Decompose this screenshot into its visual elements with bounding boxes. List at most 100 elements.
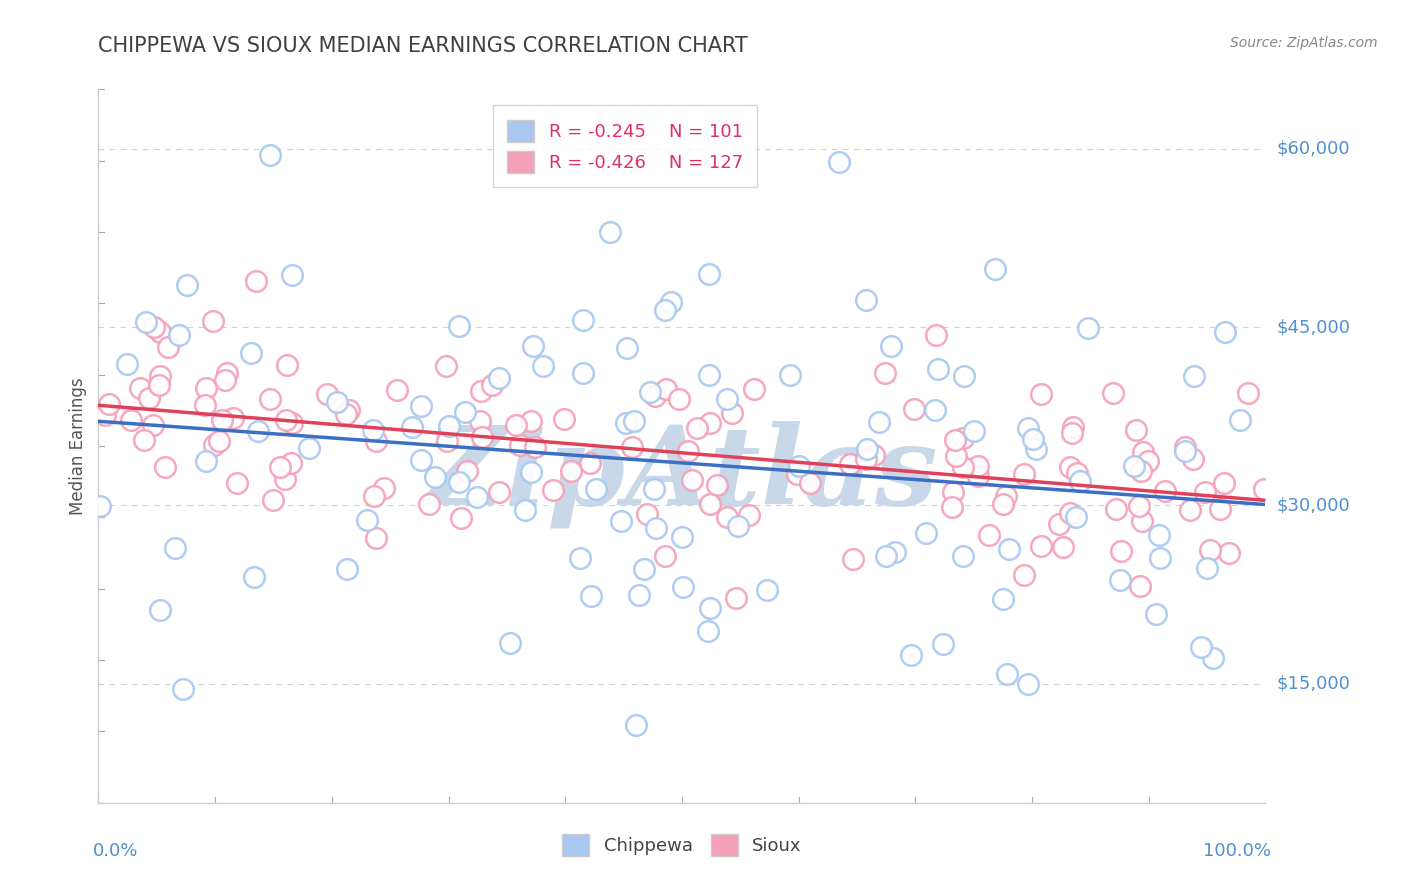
Point (1149, 550, 1171, 565)
Point (997, 541, 1019, 556)
Point (560, 464, 582, 478)
Point (855, 451, 877, 466)
Point (875, 366, 897, 380)
Point (531, 359, 554, 374)
Point (993, 497, 1015, 511)
Point (1012, 567, 1035, 582)
Point (599, 225, 621, 239)
Point (274, 412, 297, 426)
Point (638, 385, 661, 400)
Point (924, 402, 946, 417)
Text: 100.0%: 100.0% (1204, 842, 1271, 860)
Point (614, 416, 637, 430)
Point (280, 268, 302, 282)
Point (841, 552, 863, 566)
Point (522, 339, 544, 353)
Point (863, 448, 886, 462)
Point (621, 441, 644, 455)
Text: $15,000: $15,000 (1277, 675, 1350, 693)
Point (363, 489, 385, 503)
Point (943, 433, 966, 447)
Point (471, 430, 494, 444)
Point (724, 591, 747, 606)
Point (931, 637, 953, 651)
Point (222, 410, 245, 425)
Point (1031, 387, 1053, 401)
Point (779, 368, 801, 383)
Point (454, 405, 477, 419)
Point (945, 449, 967, 463)
Point (1021, 432, 1043, 446)
Point (676, 443, 699, 458)
Point (120, 413, 142, 427)
Point (89, 499, 111, 513)
Point (787, 459, 810, 474)
Point (128, 382, 150, 396)
Point (1128, 499, 1150, 513)
Point (373, 481, 395, 495)
Point (1144, 607, 1167, 622)
Point (356, 513, 378, 527)
Point (243, 570, 266, 584)
Text: $30,000: $30,000 (1277, 497, 1350, 515)
Point (1059, 507, 1081, 521)
Point (966, 459, 988, 474)
Point (952, 431, 974, 445)
Point (1130, 514, 1153, 528)
Point (942, 485, 965, 500)
Point (1101, 386, 1123, 401)
Point (259, 148, 281, 162)
Point (201, 314, 224, 328)
Point (138, 391, 160, 405)
Point (963, 425, 986, 439)
Point (515, 503, 537, 517)
Point (456, 464, 478, 478)
Point (875, 549, 897, 563)
Point (856, 442, 879, 457)
Point (699, 600, 721, 615)
Point (411, 399, 433, 413)
Point (1237, 386, 1260, 401)
Point (984, 261, 1007, 276)
Point (135, 315, 157, 329)
Point (1125, 423, 1147, 437)
Point (967, 468, 990, 483)
Point (470, 384, 492, 398)
Point (927, 362, 949, 376)
Point (1174, 444, 1197, 458)
Point (880, 339, 903, 353)
Point (727, 519, 749, 533)
Point (900, 648, 922, 662)
Point (720, 406, 742, 420)
Point (1213, 325, 1236, 339)
Point (401, 420, 423, 434)
Point (165, 541, 187, 556)
Point (1202, 651, 1225, 665)
Point (697, 624, 720, 638)
Point (434, 359, 457, 374)
Point (276, 358, 298, 372)
Point (280, 457, 302, 471)
Point (215, 366, 238, 380)
Point (148, 378, 170, 392)
Point (423, 469, 446, 483)
Point (245, 274, 267, 288)
Point (149, 369, 172, 384)
Point (738, 508, 761, 523)
Point (925, 327, 948, 342)
Point (274, 472, 297, 486)
Point (952, 549, 974, 564)
Point (742, 382, 765, 396)
Point (1012, 467, 1035, 481)
Point (315, 386, 337, 401)
Point (208, 434, 231, 448)
Point (509, 437, 531, 451)
Point (610, 514, 633, 528)
Point (1047, 517, 1070, 532)
Point (202, 438, 225, 452)
Point (409, 452, 432, 467)
Point (633, 562, 655, 576)
Point (1182, 369, 1205, 384)
Point (569, 551, 592, 566)
Point (571, 312, 593, 326)
